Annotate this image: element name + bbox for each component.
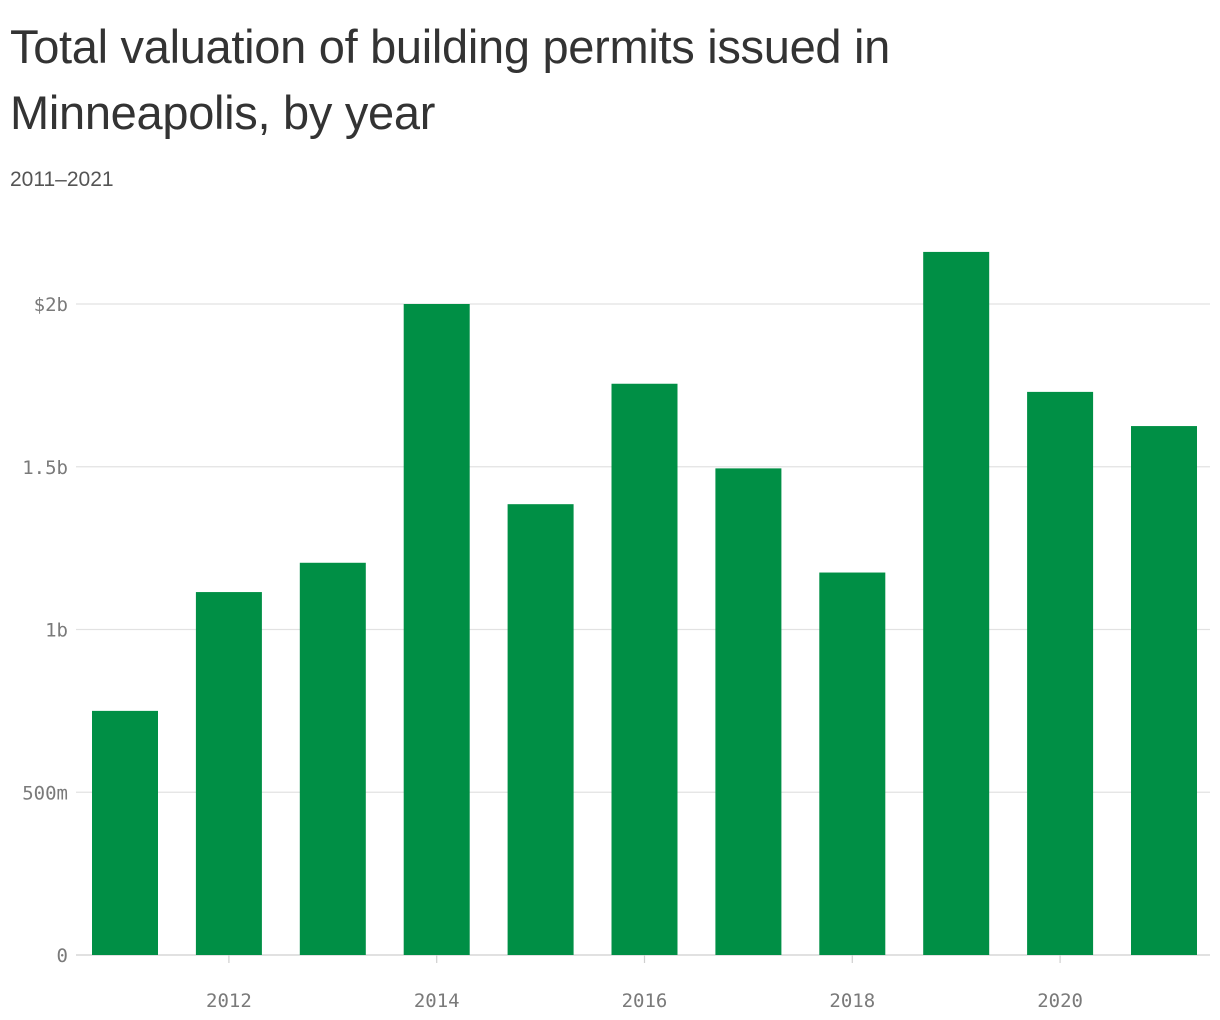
bars — [92, 251, 1197, 956]
y-tick-label: 0 — [57, 945, 68, 967]
x-tick-label: 2020 — [1037, 990, 1083, 1012]
x-tick-label: 2014 — [414, 990, 460, 1012]
axes: 0 500m 1b 1.5b $2b 2012 2014 2016 2018 2020 — [22, 294, 1083, 1012]
bar-2012 — [195, 592, 262, 955]
bar-2014 — [403, 304, 470, 955]
x-tick-label: 2012 — [206, 990, 252, 1012]
bar-2017 — [715, 468, 782, 955]
chart-subtitle: 2011–2021 — [10, 168, 114, 191]
y-tick-label: $2b — [34, 294, 68, 316]
y-tick-label: 1.5b — [22, 457, 68, 479]
bar-2018 — [819, 572, 886, 955]
y-tick-label: 1b — [45, 620, 68, 642]
x-tick-label: 2016 — [622, 990, 668, 1012]
bar-2011 — [92, 710, 158, 955]
bar-2021 — [1131, 426, 1197, 955]
bar-2013 — [299, 562, 366, 955]
x-tick-label: 2018 — [829, 990, 875, 1012]
bar-2019 — [923, 251, 990, 956]
bar-2016 — [611, 383, 678, 955]
chart-title: Total valuation of building permits issu… — [10, 20, 891, 139]
bar-2020 — [1027, 391, 1094, 955]
y-tick-label: 500m — [22, 782, 68, 804]
bar-2015 — [507, 504, 574, 955]
